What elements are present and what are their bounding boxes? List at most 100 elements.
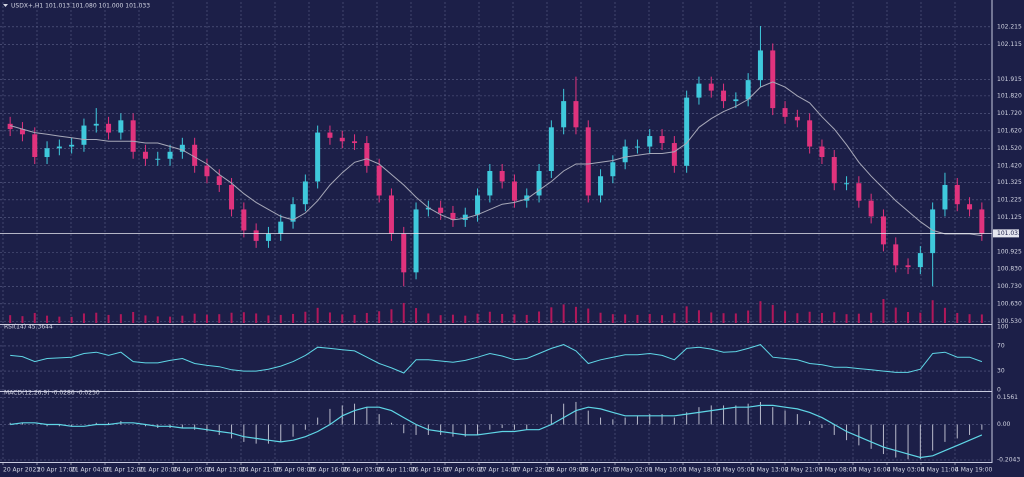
volume-bar <box>402 302 405 323</box>
candle-body <box>19 129 25 135</box>
volume-bar <box>279 314 282 323</box>
candle-body <box>942 184 948 210</box>
volume-bar <box>181 315 184 323</box>
candle-body <box>253 230 259 241</box>
volume-bar <box>759 301 762 323</box>
candle-body <box>770 50 776 109</box>
candle-body <box>401 233 407 273</box>
volume-bar <box>242 312 245 323</box>
candle-body <box>93 123 99 126</box>
volume-bar <box>796 313 799 323</box>
candle-body <box>610 162 616 177</box>
volume-bar <box>21 316 24 323</box>
volume-bar <box>451 314 454 323</box>
volume-bar <box>820 312 823 323</box>
candle-body <box>671 143 677 166</box>
candle-body <box>462 214 468 220</box>
volume-bar <box>833 312 836 323</box>
volume-bar <box>722 313 725 323</box>
volume-bar <box>427 313 430 323</box>
candle-body <box>967 204 973 210</box>
candle-body <box>696 83 702 98</box>
candle-body <box>376 165 382 196</box>
volume-bar <box>611 314 614 323</box>
volume-bar <box>328 312 331 323</box>
candle-body <box>807 120 813 147</box>
time-label: 2 May 21:00 <box>785 467 823 474</box>
candle-body <box>511 181 517 201</box>
candle-body <box>536 170 542 196</box>
volume-bar <box>525 314 528 323</box>
time-label: 26 Apr 11:00 <box>377 467 416 474</box>
volume-bar <box>365 312 368 323</box>
time-label: 3 May 16:00 <box>853 467 891 474</box>
y-tick-label: 102.215 <box>997 23 1022 30</box>
volume-bar <box>488 311 491 323</box>
moving-average <box>10 81 982 237</box>
volume-bar <box>476 313 479 323</box>
candle-body <box>192 144 198 166</box>
y-tick-label: 101.520 <box>997 145 1022 152</box>
candle-body <box>450 212 456 220</box>
time-label: 25 Apr 16:00 <box>309 467 348 474</box>
candle-body <box>475 195 481 215</box>
candle-body <box>142 151 148 159</box>
time-label: 1 May 10:00 <box>649 467 687 474</box>
volume-bar <box>169 316 172 323</box>
volume-bar <box>943 307 946 323</box>
y-tick-label: 101.820 <box>997 92 1022 99</box>
volume-bar <box>636 314 639 323</box>
rsi-line <box>10 344 983 374</box>
candle-body <box>487 170 493 196</box>
candle-body <box>106 123 112 133</box>
candle-body <box>229 184 235 210</box>
volume-bar <box>218 314 221 323</box>
candle-body <box>930 209 936 254</box>
indicator-title: RSI(14) 45.3644 <box>4 324 53 331</box>
candle-body <box>204 165 210 177</box>
volume-bar <box>70 316 73 323</box>
volume-bar <box>919 312 922 323</box>
volume-bar <box>9 315 12 323</box>
volume-bar <box>857 313 860 323</box>
volume-bar <box>156 316 159 323</box>
candle-body <box>561 101 567 128</box>
volume-bar <box>132 311 135 323</box>
time-label: 26 Apr 19:00 <box>411 467 450 474</box>
candle-body <box>499 170 505 182</box>
volume-bar <box>378 311 381 323</box>
volume-bar <box>538 311 541 323</box>
candle-body <box>893 244 899 266</box>
candle-body <box>56 146 62 149</box>
time-label: 27 Apr 22:00 <box>513 467 552 474</box>
candle-body <box>278 221 284 234</box>
time-label: 25 Apr 08:00 <box>275 467 314 474</box>
y-tick-label: 101.915 <box>997 76 1022 83</box>
candle-body <box>216 176 222 185</box>
volume-bar <box>661 315 664 323</box>
volume-bar <box>574 306 577 323</box>
time-label: 27 Apr 06:00 <box>445 467 484 474</box>
y-tick-label: 100 <box>997 324 1009 331</box>
time-label: 28 Apr 17:00 <box>581 467 620 474</box>
candle-body <box>684 97 690 166</box>
candle-body <box>524 195 530 201</box>
volume-bar <box>464 315 467 323</box>
candle-body <box>81 125 87 145</box>
time-label: 4 May 19:00 <box>955 467 993 474</box>
time-label: 24 Apr 05:00 <box>173 467 212 474</box>
candle-body <box>118 120 124 133</box>
candle-body <box>622 146 628 163</box>
y-tick-label: 101.720 <box>997 110 1022 117</box>
y-tick-label: 101.620 <box>997 127 1022 134</box>
y-tick-label: 100.730 <box>997 283 1022 290</box>
candle-body <box>757 50 763 81</box>
volume-bar <box>390 309 393 323</box>
time-label: 26 Apr 03:00 <box>343 467 382 474</box>
volume-bar <box>894 307 897 323</box>
volume-bar <box>144 315 147 323</box>
volume-bar <box>968 314 971 323</box>
y-tick-label: 0.1561 <box>997 394 1018 401</box>
volume-bar <box>415 308 418 323</box>
